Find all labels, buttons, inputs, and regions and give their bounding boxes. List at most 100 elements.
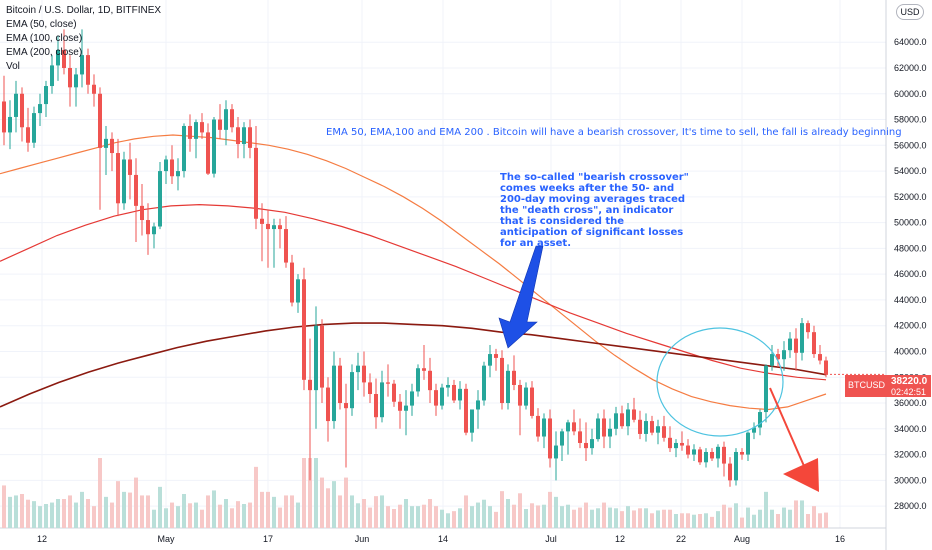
candle-body-32 — [194, 122, 198, 139]
time-tick-9: 16 — [835, 534, 845, 544]
chart-grid — [0, 0, 887, 550]
volume-bar-106 — [638, 508, 642, 528]
candle-body-125 — [752, 427, 756, 433]
volume-bar-128 — [770, 509, 774, 528]
volume-bar-137 — [824, 512, 828, 528]
candle-body-80 — [482, 365, 486, 401]
time-tick-5: Jul — [545, 534, 557, 544]
price-tick-14: 56000.0 — [894, 140, 927, 150]
volume-bar-76 — [458, 508, 462, 528]
volume-bar-8 — [50, 502, 54, 528]
candle-body-16 — [98, 93, 102, 148]
candle-body-127 — [764, 365, 768, 413]
chart-legend: Bitcoin / U.S. Dollar, 1D, BITFINEX EMA … — [6, 4, 161, 74]
price-tick-1: 30000.0 — [894, 475, 927, 485]
candle-body-114 — [686, 445, 690, 455]
candle-body-49 — [296, 279, 300, 303]
candle-body-115 — [692, 449, 696, 455]
price-tick-10: 48000.0 — [894, 243, 927, 253]
candle-body-11 — [68, 67, 72, 88]
volume-bar-98 — [590, 509, 594, 528]
volume-bar-9 — [56, 499, 60, 528]
candle-body-90 — [542, 418, 546, 437]
candle-body-31 — [188, 125, 192, 139]
candle-body-88 — [530, 387, 534, 416]
price-tick-12: 52000.0 — [894, 192, 927, 202]
candle-body-70 — [422, 368, 426, 371]
candle-body-123 — [740, 451, 744, 455]
candle-body-54 — [326, 387, 330, 422]
candle-body-99 — [596, 418, 600, 440]
candle-body-13 — [80, 55, 84, 75]
volume-bar-5 — [32, 501, 36, 528]
candlesticks[interactable] — [2, 29, 828, 487]
candle-body-12 — [74, 74, 78, 88]
volume-bar-103 — [620, 511, 624, 528]
price-axis[interactable]: 28000.030000.032000.034000.036000.038000… — [894, 37, 927, 511]
volume-bar-127 — [764, 491, 768, 528]
price-tick-8: 44000.0 — [894, 295, 927, 305]
candle-body-128 — [770, 354, 774, 366]
volume-bar-28 — [170, 502, 174, 528]
candle-body-5 — [32, 113, 36, 143]
candle-body-33 — [200, 122, 204, 133]
candle-body-109 — [656, 426, 660, 433]
candle-body-101 — [608, 428, 612, 437]
candle-body-124 — [746, 432, 750, 455]
volume-bar-79 — [476, 502, 480, 528]
time-axis[interactable]: 12 May 17 Jun 14 Jul 12 22 Aug 16 — [37, 534, 845, 544]
candle-body-44 — [266, 223, 270, 230]
time-tick-0: 12 — [37, 534, 47, 544]
chart-title[interactable]: Bitcoin / U.S. Dollar, 1D, BITFINEX — [6, 5, 162, 16]
currency-badge[interactable]: USD — [896, 4, 924, 20]
candle-body-8 — [50, 65, 54, 87]
candle-body-45 — [272, 225, 276, 230]
candle-body-38 — [230, 109, 234, 128]
candle-body-0 — [2, 101, 6, 133]
price-tick-2: 32000.0 — [894, 450, 927, 460]
candle-body-102 — [614, 413, 618, 429]
volume-bar-19 — [116, 481, 120, 528]
price-tick-4: 36000.0 — [894, 398, 927, 408]
candle-body-110 — [662, 426, 666, 438]
candle-body-98 — [590, 439, 594, 449]
legend-ema-50[interactable]: EMA (50, close) — [6, 19, 77, 30]
candle-body-17 — [104, 138, 108, 148]
candle-body-57 — [344, 403, 348, 409]
volume-bar-20 — [122, 491, 126, 528]
candle-body-20 — [122, 159, 126, 204]
volume-bar-18 — [110, 502, 114, 528]
candle-body-58 — [350, 372, 354, 409]
volume-bar-130 — [782, 507, 786, 528]
volume-bar-17 — [104, 496, 108, 528]
volume-bar-58 — [350, 495, 354, 528]
volume-bar-91 — [548, 491, 552, 528]
volume-bar-53 — [320, 477, 324, 528]
legend-ema-100[interactable]: EMA (100, close) — [6, 33, 83, 44]
candle-body-29 — [176, 171, 180, 177]
volume-bar-26 — [158, 486, 162, 528]
volume-bar-89 — [536, 505, 540, 528]
legend-vol[interactable]: Vol — [6, 61, 20, 72]
volume-bar-50 — [302, 458, 306, 528]
candle-body-1 — [8, 116, 12, 133]
red-arrow-shaft — [769, 387, 805, 467]
volume-bar-86 — [518, 493, 522, 528]
volume-bar-136 — [818, 513, 822, 528]
volume-bar-65 — [392, 509, 396, 528]
volume-bar-13 — [80, 491, 84, 528]
volume-bar-29 — [176, 506, 180, 528]
candle-body-2 — [14, 93, 18, 117]
candle-body-100 — [602, 418, 606, 437]
candle-body-76 — [458, 388, 462, 401]
legend-ema-200[interactable]: EMA (200, close) — [6, 47, 83, 58]
price-tick-7: 42000.0 — [894, 321, 927, 331]
candle-body-94 — [566, 422, 570, 432]
volume-bar-80 — [482, 499, 486, 528]
candle-body-65 — [392, 383, 396, 402]
candle-body-129 — [776, 354, 780, 360]
volume-bar-51 — [308, 458, 312, 528]
volume-bar-90 — [542, 504, 546, 528]
highlight-circle — [656, 327, 784, 437]
